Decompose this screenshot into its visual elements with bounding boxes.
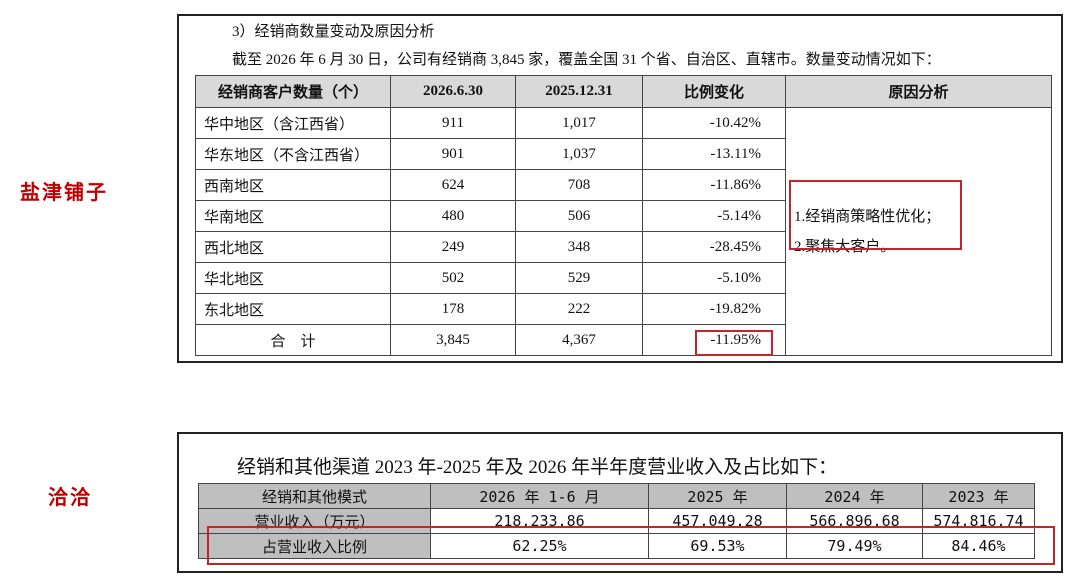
reason-line: 1.经销商策略性优化； xyxy=(794,208,941,225)
table-cell: 178 xyxy=(390,293,516,325)
revenue-table: 经销和其他模式 2026 年 1-6 月 2025 年 2024 年 2023 年营业收… xyxy=(198,483,1035,559)
table-cell: 506 xyxy=(515,200,643,232)
table-cell: 222 xyxy=(515,293,643,325)
table-cell: -5.10% xyxy=(642,262,786,294)
table-cell: 480 xyxy=(390,200,516,232)
table-row: 华南地区 480 506 -5.14% xyxy=(195,200,1052,232)
table-cell: 79.49% xyxy=(786,533,923,559)
reason-cell: 1.经销商策略性优化； 2.聚焦大客户。 xyxy=(785,107,1052,356)
section-heading: 3）经销商数量变动及原因分析 xyxy=(232,24,435,40)
table-cell: 529 xyxy=(515,262,643,294)
table-cell: 西南地区 xyxy=(195,169,391,201)
table-row: 西北地区 249 348 -28.45% xyxy=(195,231,1052,263)
table-cell: 合 计 xyxy=(195,324,391,356)
header-cell: 2026.6.30 xyxy=(390,75,516,108)
header-cell: 2024 年 xyxy=(786,483,923,509)
table-row: 占营业收入比例 62.25% 69.53% 79.49% 84.46% xyxy=(198,533,1035,559)
reason-line: 2.聚焦大客户。 xyxy=(794,238,896,255)
section-frame xyxy=(177,14,1063,363)
table-cell: 708 xyxy=(515,169,643,201)
highlight-box xyxy=(695,330,773,356)
table-cell: 84.46% xyxy=(922,533,1035,559)
table-cell: 华中地区（含江西省） xyxy=(195,107,391,139)
header-row: 经销和其他模式 2026 年 1-6 月 2025 年 2024 年 2023 年 xyxy=(198,483,1035,509)
header-cell: 经销商客户数量（个） xyxy=(195,75,391,108)
table-cell: -13.11% xyxy=(642,138,786,170)
header-cell: 2025.12.31 xyxy=(515,75,643,108)
table-cell: 1,037 xyxy=(515,138,643,170)
table-cell: 华北地区 xyxy=(195,262,391,294)
table-cell: 1,017 xyxy=(515,107,643,139)
header-cell: 原因分析 xyxy=(785,75,1052,108)
table-cell: -5.14% xyxy=(642,200,786,232)
table-cell: 西北地区 xyxy=(195,231,391,263)
table-cell: 624 xyxy=(390,169,516,201)
header-cell: 2025 年 xyxy=(648,483,787,509)
section-heading: 经销和其他渠道 2023 年-2025 年及 2026 年半年度营业收入及占比如… xyxy=(237,457,838,478)
table-cell: -11.86% xyxy=(642,169,786,201)
table-row: 华东地区（不含江西省） 901 1,037 -13.11% xyxy=(195,138,1052,170)
table-cell: 348 xyxy=(515,231,643,263)
distributor-table: 经销商客户数量（个） 2026.6.30 2025.12.31 比例变化 原因分析 华中地… xyxy=(195,75,1052,356)
table-cell: 574,816.74 xyxy=(922,508,1035,534)
table-cell: 218,233.86 xyxy=(430,508,649,534)
header-cell: 2026 年 1-6 月 xyxy=(430,483,649,509)
table-cell: 62.25% xyxy=(430,533,649,559)
header-cell: 2023 年 xyxy=(922,483,1035,509)
table-cell: 4,367 xyxy=(515,324,643,356)
highlight-box xyxy=(207,526,1055,565)
intro-text: 截至 2026 年 6 月 30 日，公司有经销商 3,845 家，覆盖全国 3… xyxy=(232,52,941,68)
header-cell: 比例变化 xyxy=(642,75,786,108)
table-cell: 566,896.68 xyxy=(786,508,923,534)
table-cell: 华南地区 xyxy=(195,200,391,232)
table-row: 合 计 3,845 4,367 -11.95% xyxy=(195,324,1052,356)
table-cell: 911 xyxy=(390,107,516,139)
highlight-box xyxy=(789,180,962,250)
company-label: 洽洽 xyxy=(48,487,92,509)
table-cell: -10.42% xyxy=(642,107,786,139)
table-cell: 457,049.28 xyxy=(648,508,787,534)
table-row: 华北地区 502 529 -5.10% xyxy=(195,262,1052,294)
company-label: 盐津铺子 xyxy=(20,182,108,204)
table-cell: 249 xyxy=(390,231,516,263)
table-cell: 占营业收入比例 xyxy=(198,533,431,559)
table-row: 西南地区 624 708 -11.86% xyxy=(195,169,1052,201)
table-cell: 502 xyxy=(390,262,516,294)
table-cell: 901 xyxy=(390,138,516,170)
table-cell: 东北地区 xyxy=(195,293,391,325)
table-cell: 3,845 xyxy=(390,324,516,356)
table-cell: -19.82% xyxy=(642,293,786,325)
table-cell: -28.45% xyxy=(642,231,786,263)
table-row: 华中地区（含江西省） 911 1,017 -10.42% 1.经销商策略性优化； 2.聚焦… xyxy=(195,107,1052,356)
table-cell: 69.53% xyxy=(648,533,787,559)
header-cell: 经销和其他模式 xyxy=(198,483,431,509)
header-row: 经销商客户数量（个） 2026.6.30 2025.12.31 比例变化 原因分析 xyxy=(195,75,1052,108)
section-frame xyxy=(177,432,1063,573)
table-cell: 华东地区（不含江西省） xyxy=(195,138,391,170)
